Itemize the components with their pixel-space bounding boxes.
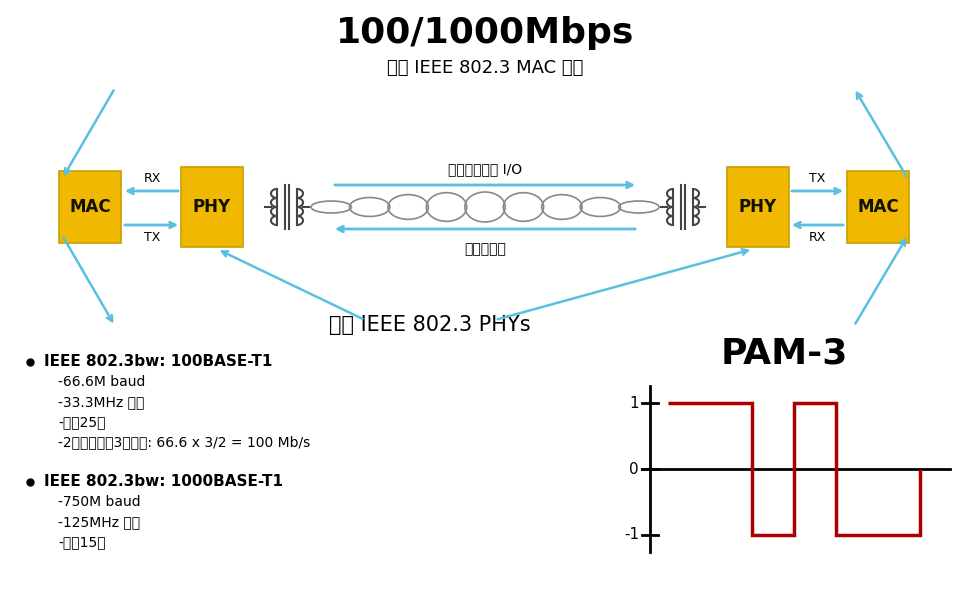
Text: -1: -1: [624, 527, 639, 542]
Text: MAC: MAC: [857, 198, 899, 216]
Text: -33.3MHz 时钟: -33.3MHz 时钟: [58, 395, 145, 409]
Text: -2个符号提供3位信息: 66.6 x 3/2 = 100 Mb/s: -2个符号提供3位信息: 66.6 x 3/2 = 100 Mb/s: [58, 435, 311, 449]
Text: -最长25米: -最长25米: [58, 415, 106, 429]
Text: IEEE 802.3bw: 1000BASE-T1: IEEE 802.3bw: 1000BASE-T1: [44, 475, 283, 490]
Text: PHY: PHY: [193, 198, 231, 216]
Bar: [181, 167, 243, 247]
Text: RX: RX: [144, 172, 160, 185]
Text: -66.6M baud: -66.6M baud: [58, 375, 146, 389]
Text: 标准 IEEE 802.3 PHYs: 标准 IEEE 802.3 PHYs: [329, 315, 531, 335]
Text: 单对双绞线: 单对双绞线: [464, 242, 506, 256]
Text: 全双工物理层 I/O: 全双工物理层 I/O: [448, 162, 522, 176]
Text: 0: 0: [629, 462, 639, 477]
Text: PAM-3: PAM-3: [720, 336, 848, 370]
Text: IEEE 802.3bw: 100BASE-T1: IEEE 802.3bw: 100BASE-T1: [44, 355, 273, 369]
Text: 1: 1: [629, 396, 639, 411]
Text: TX: TX: [144, 231, 160, 244]
Text: 标准 IEEE 802.3 MAC 接口: 标准 IEEE 802.3 MAC 接口: [386, 59, 584, 77]
Text: 100/1000Mbps: 100/1000Mbps: [336, 16, 634, 50]
Text: RX: RX: [808, 231, 825, 244]
Bar: [59, 171, 121, 243]
Text: -最长15米: -最长15米: [58, 535, 106, 549]
Text: -750M baud: -750M baud: [58, 495, 141, 509]
Text: TX: TX: [809, 172, 825, 185]
Bar: [727, 167, 789, 247]
Text: -125MHz 时钟: -125MHz 时钟: [58, 515, 140, 529]
Text: PHY: PHY: [739, 198, 777, 216]
Text: MAC: MAC: [69, 198, 111, 216]
Bar: [847, 171, 909, 243]
